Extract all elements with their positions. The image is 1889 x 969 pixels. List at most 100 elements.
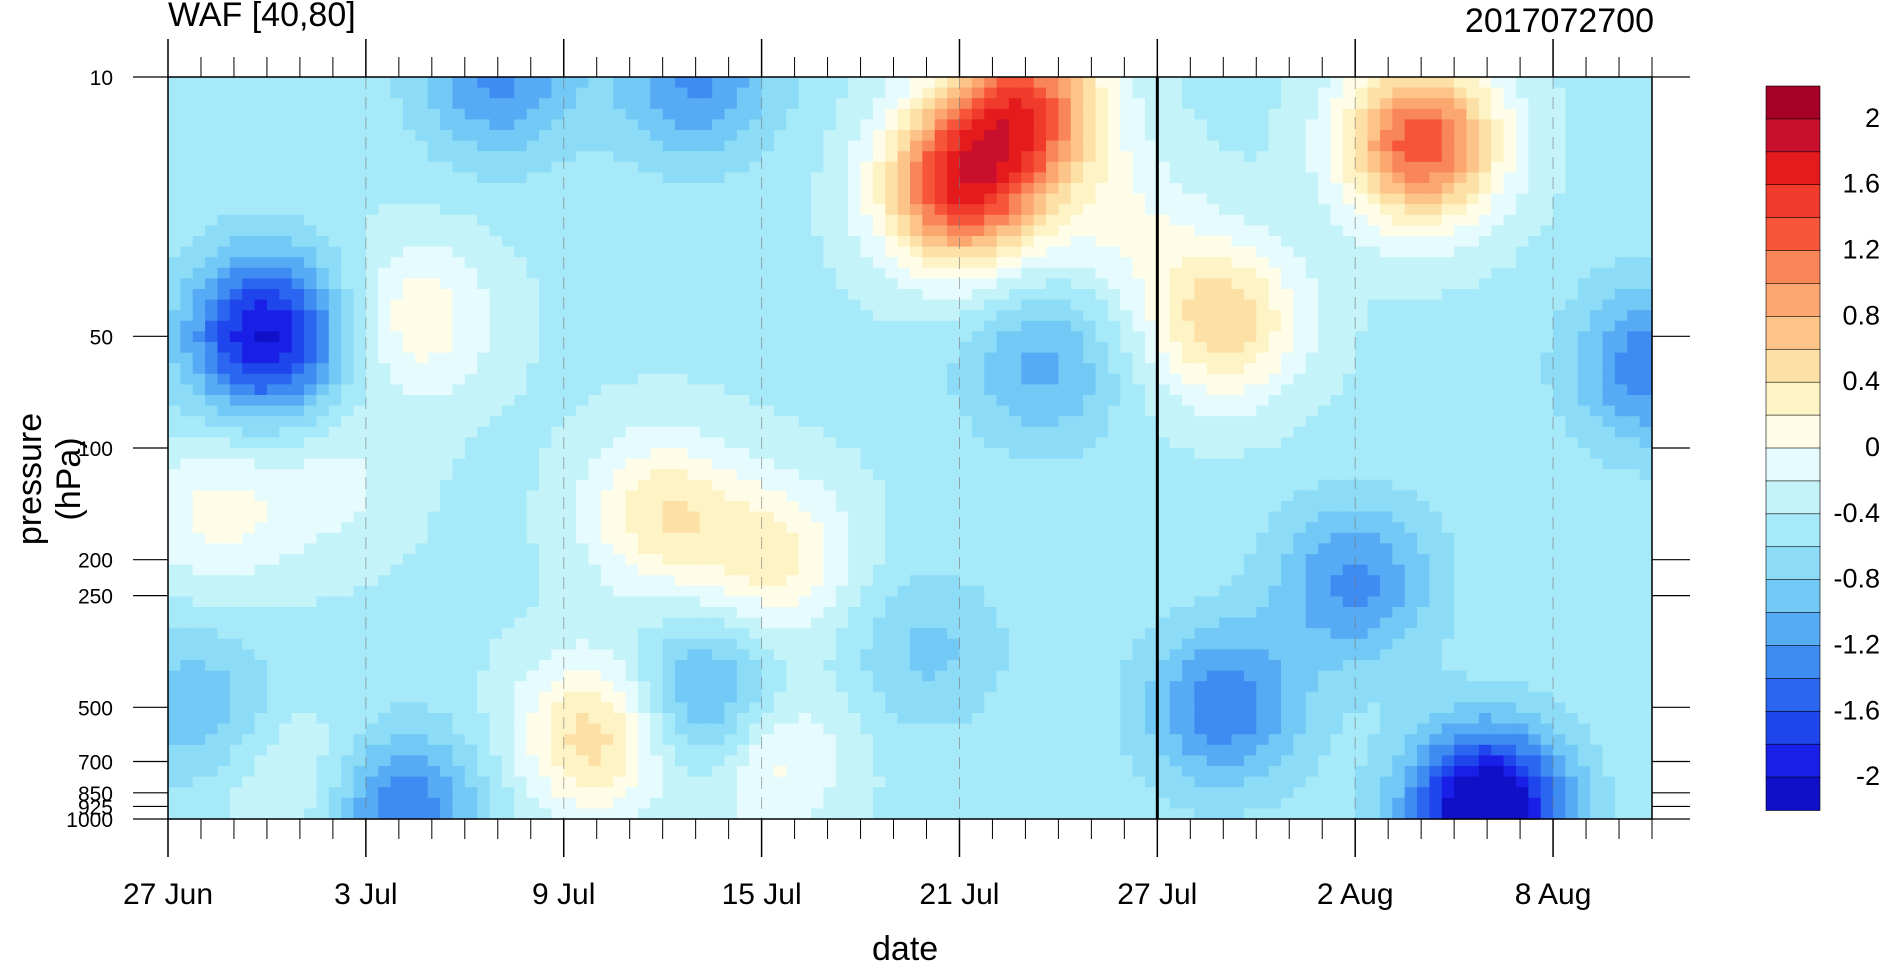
field-cell <box>786 554 800 566</box>
field-cell <box>390 797 404 809</box>
field-cell <box>947 257 961 269</box>
field-cell <box>872 183 886 195</box>
field-cell <box>291 87 305 99</box>
field-cell <box>452 649 466 661</box>
field-cell <box>823 267 837 279</box>
field-cell <box>786 543 800 555</box>
field-cell <box>736 448 750 460</box>
field-cell <box>662 320 676 332</box>
field-cell <box>514 395 528 407</box>
field-cell <box>514 501 528 513</box>
field-cell <box>254 331 268 343</box>
field-cell <box>279 575 293 587</box>
field-cell <box>217 596 231 608</box>
field-cell <box>539 130 552 142</box>
field-cell <box>341 744 355 756</box>
field-cell <box>650 204 664 216</box>
field-cell <box>712 172 726 184</box>
field-cell <box>922 183 936 195</box>
field-cell <box>452 437 466 449</box>
field-cell <box>848 585 862 597</box>
field-cell <box>650 289 664 301</box>
field-cell <box>217 744 231 756</box>
field-cell <box>576 532 590 544</box>
field-cell <box>848 130 862 142</box>
field-cell <box>637 352 651 364</box>
field-cell <box>402 130 416 142</box>
field-cell <box>415 98 429 110</box>
field-cell <box>415 151 429 163</box>
field-cell <box>168 108 181 120</box>
field-cell <box>328 363 342 375</box>
field-cell <box>1021 734 1035 746</box>
field-cell <box>885 458 899 470</box>
field-cell <box>650 310 664 322</box>
field-cell <box>291 554 305 566</box>
field-cell <box>390 289 404 301</box>
field-cell <box>699 458 713 470</box>
field-cell <box>551 278 565 290</box>
field-cell <box>501 660 515 672</box>
field-cell <box>910 426 923 438</box>
field-cell <box>971 713 985 725</box>
field-cell <box>872 437 886 449</box>
field-cell <box>328 638 342 650</box>
field-cell <box>402 437 416 449</box>
field-cell <box>304 204 317 216</box>
field-cell <box>811 617 825 629</box>
field-cell <box>365 617 379 629</box>
field-cell <box>242 469 256 481</box>
field-cell <box>390 310 404 322</box>
field-cell <box>835 257 849 269</box>
field-cell <box>786 702 800 714</box>
field-cell <box>1008 363 1022 375</box>
field-cell <box>378 183 392 195</box>
field-cell <box>971 596 985 608</box>
field-cell <box>266 267 280 279</box>
field-cell <box>551 458 565 470</box>
field-cell <box>229 734 243 746</box>
field-cell <box>192 384 206 396</box>
field-cell <box>427 628 441 640</box>
field-cell <box>563 384 577 396</box>
field-cell <box>1033 776 1047 788</box>
field-cell <box>798 278 812 290</box>
field-cell <box>254 130 268 142</box>
field-cell <box>254 511 268 523</box>
field-cell <box>477 352 491 364</box>
field-cell <box>254 214 268 226</box>
field-cell <box>947 469 961 481</box>
field-cell <box>539 426 552 438</box>
field-cell <box>625 755 639 767</box>
field-cell <box>872 458 886 470</box>
field-cell <box>551 119 565 131</box>
field-cell <box>279 797 293 809</box>
field-cell <box>712 702 726 714</box>
field-cell <box>378 458 392 470</box>
field-cell <box>440 363 454 375</box>
field-cell <box>353 691 367 703</box>
field-cell <box>662 469 676 481</box>
field-cell <box>947 638 961 650</box>
field-cell <box>378 151 392 163</box>
field-cell <box>563 670 577 682</box>
field-cell <box>316 649 330 661</box>
field-cell <box>192 183 206 195</box>
field-cell <box>489 490 503 502</box>
field-cell <box>588 448 602 460</box>
field-cell <box>625 342 639 354</box>
field-cell <box>910 183 923 195</box>
field-cell <box>600 299 614 311</box>
field-cell <box>934 723 948 735</box>
field-cell <box>279 564 293 576</box>
field-cell <box>477 108 491 120</box>
field-cell <box>699 660 713 672</box>
field-cell <box>316 161 330 173</box>
field-cell <box>464 278 478 290</box>
field-cell <box>353 183 367 195</box>
field-cell <box>415 342 429 354</box>
field-cell <box>1033 469 1047 481</box>
field-cell <box>464 607 478 619</box>
field-cell <box>1021 628 1035 640</box>
field-cell <box>897 183 911 195</box>
